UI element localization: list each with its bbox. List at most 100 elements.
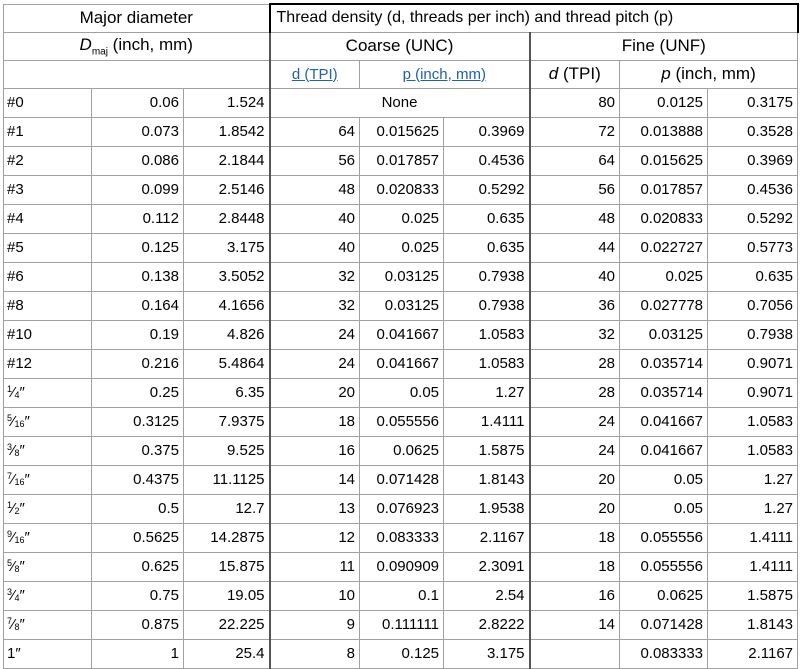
fraction-slash: ⁄	[12, 442, 15, 459]
fine-tpi-cell: 20	[528, 493, 621, 524]
coarse-pitch-mm-cell: 0.635	[443, 203, 531, 234]
fine-pitch-mm-cell: 1.0583	[707, 406, 799, 437]
coarse-tpi-cell: 12	[268, 522, 361, 553]
coarse-tpi-link[interactable]: d (TPI)	[291, 65, 338, 83]
thread-table: Major diameter Thread density (d, thread…	[2, 3, 799, 669]
fine-tpi-cell: 44	[528, 232, 621, 263]
fine-tpi-cell: 16	[528, 580, 621, 611]
fine-tpi-header: d (TPI)	[528, 59, 621, 89]
dmaj-inch-cell: 0.5625	[91, 522, 184, 553]
size-cell: 9⁄16″	[3, 522, 92, 553]
fraction-denominator: 2	[14, 506, 20, 516]
inch-mark: ″	[19, 442, 25, 459]
inch-mark: ″	[24, 471, 30, 488]
fraction-numerator: 9	[7, 529, 13, 539]
coarse-pitch-header[interactable]: p (inch, mm)	[359, 59, 531, 89]
coarse-pitch-inch-cell: 0.071428	[359, 464, 445, 495]
size-cell: #1	[3, 116, 92, 147]
coarse-tpi-cell: 56	[268, 145, 361, 176]
coarse-pitch-mm-cell: 0.4536	[443, 145, 531, 176]
table-row: #3 0.099 2.5146 48 0.020833 0.5292 56 0.017857 0…	[3, 174, 799, 205]
dmaj-mm-cell: 14.2875	[182, 522, 271, 553]
inch-mark: ″	[24, 413, 30, 430]
coarse-pitch-inch-cell: 0.083333	[359, 522, 445, 553]
dmaj-mm-cell: 25.4	[182, 638, 271, 669]
coarse-header: Coarse (UNC)	[268, 31, 531, 61]
table-row: 1⁄2″ 0.5 12.7 13 0.076923 1.9538 20 0.05 1.27	[3, 493, 799, 524]
fraction-slash: ⁄	[12, 529, 15, 546]
fine-tpi-cell: 80	[528, 87, 621, 118]
table-row: #12 0.216 5.4864 24 0.041667 1.0583 28 0.035714…	[3, 348, 799, 379]
dmaj-mm-cell: 2.1844	[182, 145, 271, 176]
fraction-numerator: 3	[7, 587, 13, 597]
table-row: #6 0.138 3.5052 32 0.03125 0.7938 40 0.025 0.635	[3, 261, 799, 292]
fine-tpi-cell: 18	[528, 522, 621, 553]
fraction-slash: ⁄	[12, 471, 15, 488]
dmaj-mm-cell: 5.4864	[182, 348, 271, 379]
table-row: 7⁄16″ 0.4375 11.1125 14 0.071428 1.8143 20 0.05…	[3, 464, 799, 495]
coarse-pitch-mm-cell: 1.27	[443, 377, 531, 408]
size-cell: #0	[3, 87, 92, 118]
coarse-none-cell: None	[268, 87, 531, 118]
size-cell: #5	[3, 232, 92, 263]
fraction-denominator: 4	[14, 390, 20, 400]
dmaj-inch-cell: 0.19	[91, 319, 184, 350]
coarse-pitch-mm-cell: 2.54	[443, 580, 531, 611]
coarse-tpi-header[interactable]: d (TPI)	[268, 59, 361, 89]
fine-pitch-mm-cell: 1.27	[707, 493, 799, 524]
fine-tpi-cell: 18	[528, 551, 621, 582]
dmaj-units: (inch, mm)	[107, 34, 193, 54]
coarse-pitch-mm-cell: 0.7938	[443, 290, 531, 321]
fine-pitch-mm-cell: 1.4111	[707, 522, 799, 553]
size-cell: 7⁄16″	[3, 464, 92, 495]
major-diameter-header: Major diameter	[2, 3, 271, 33]
dmaj-mm-cell: 11.1125	[182, 464, 271, 495]
dmaj-mm-cell: 1.524	[182, 87, 271, 118]
fine-pitch-mm-cell: 1.0583	[707, 435, 799, 466]
fine-pitch-inch-cell: 0.015625	[619, 145, 709, 176]
coarse-pitch-mm-cell: 0.7938	[443, 261, 531, 292]
fine-pitch-mm-cell: 1.5875	[707, 580, 799, 611]
fine-tpi-cell: 20	[528, 464, 621, 495]
fine-pitch-inch-cell: 0.0625	[619, 580, 709, 611]
coarse-pitch-inch-cell: 0.0625	[359, 435, 445, 466]
fine-tpi-cell	[528, 638, 621, 669]
fine-pitch-inch-cell: 0.05	[619, 493, 709, 524]
fine-pitch-mm-cell: 0.5773	[707, 232, 799, 263]
size-cell: 1″	[3, 638, 92, 669]
dmaj-symbol: D	[79, 34, 92, 54]
fine-pitch-inch-cell: 0.03125	[619, 319, 709, 350]
dmaj-mm-cell: 2.8448	[182, 203, 271, 234]
thread-density-header: Thread density (d, threads per inch) and…	[268, 3, 799, 33]
fine-tpi-cell: 40	[528, 261, 621, 292]
size-cell: #10	[3, 319, 92, 350]
fine-pitch-header: p (inch, mm)	[619, 59, 799, 89]
fine-tpi-cell: 24	[528, 406, 621, 437]
dmaj-mm-cell: 1.8542	[182, 116, 271, 147]
fine-pitch-symbol: p	[661, 64, 671, 83]
fraction-numerator: 1	[7, 384, 13, 394]
fine-pitch-inch-cell: 0.025	[619, 261, 709, 292]
fine-pitch-inch-cell: 0.020833	[619, 203, 709, 234]
fine-tpi-cell: 64	[528, 145, 621, 176]
coarse-pitch-link[interactable]: p (inch, mm)	[402, 65, 486, 83]
coarse-tpi-cell: 10	[268, 580, 361, 611]
coarse-tpi-cell: 13	[268, 493, 361, 524]
coarse-pitch-inch-cell: 0.015625	[359, 116, 445, 147]
dmaj-inch-cell: 0.75	[91, 580, 184, 611]
fine-tpi-cell: 28	[528, 377, 621, 408]
dmaj-mm-cell: 3.175	[182, 232, 271, 263]
coarse-tpi-cell: 32	[268, 261, 361, 292]
fine-pitch-mm-cell: 0.7056	[707, 290, 799, 321]
fine-tpi-cell: 32	[528, 319, 621, 350]
size-cell: #6	[3, 261, 92, 292]
fine-pitch-mm-cell: 0.3528	[707, 116, 799, 147]
dmaj-mm-cell: 6.35	[182, 377, 271, 408]
coarse-tpi-cell: 9	[268, 609, 361, 640]
size-cell: 3⁄4″	[3, 580, 92, 611]
dmaj-inch-cell: 0.164	[91, 290, 184, 321]
coarse-tpi-cell: 48	[268, 174, 361, 205]
dmaj-inch-cell: 0.099	[91, 174, 184, 205]
fine-header: Fine (UNF)	[528, 31, 799, 61]
coarse-pitch-mm-cell: 2.3091	[443, 551, 531, 582]
